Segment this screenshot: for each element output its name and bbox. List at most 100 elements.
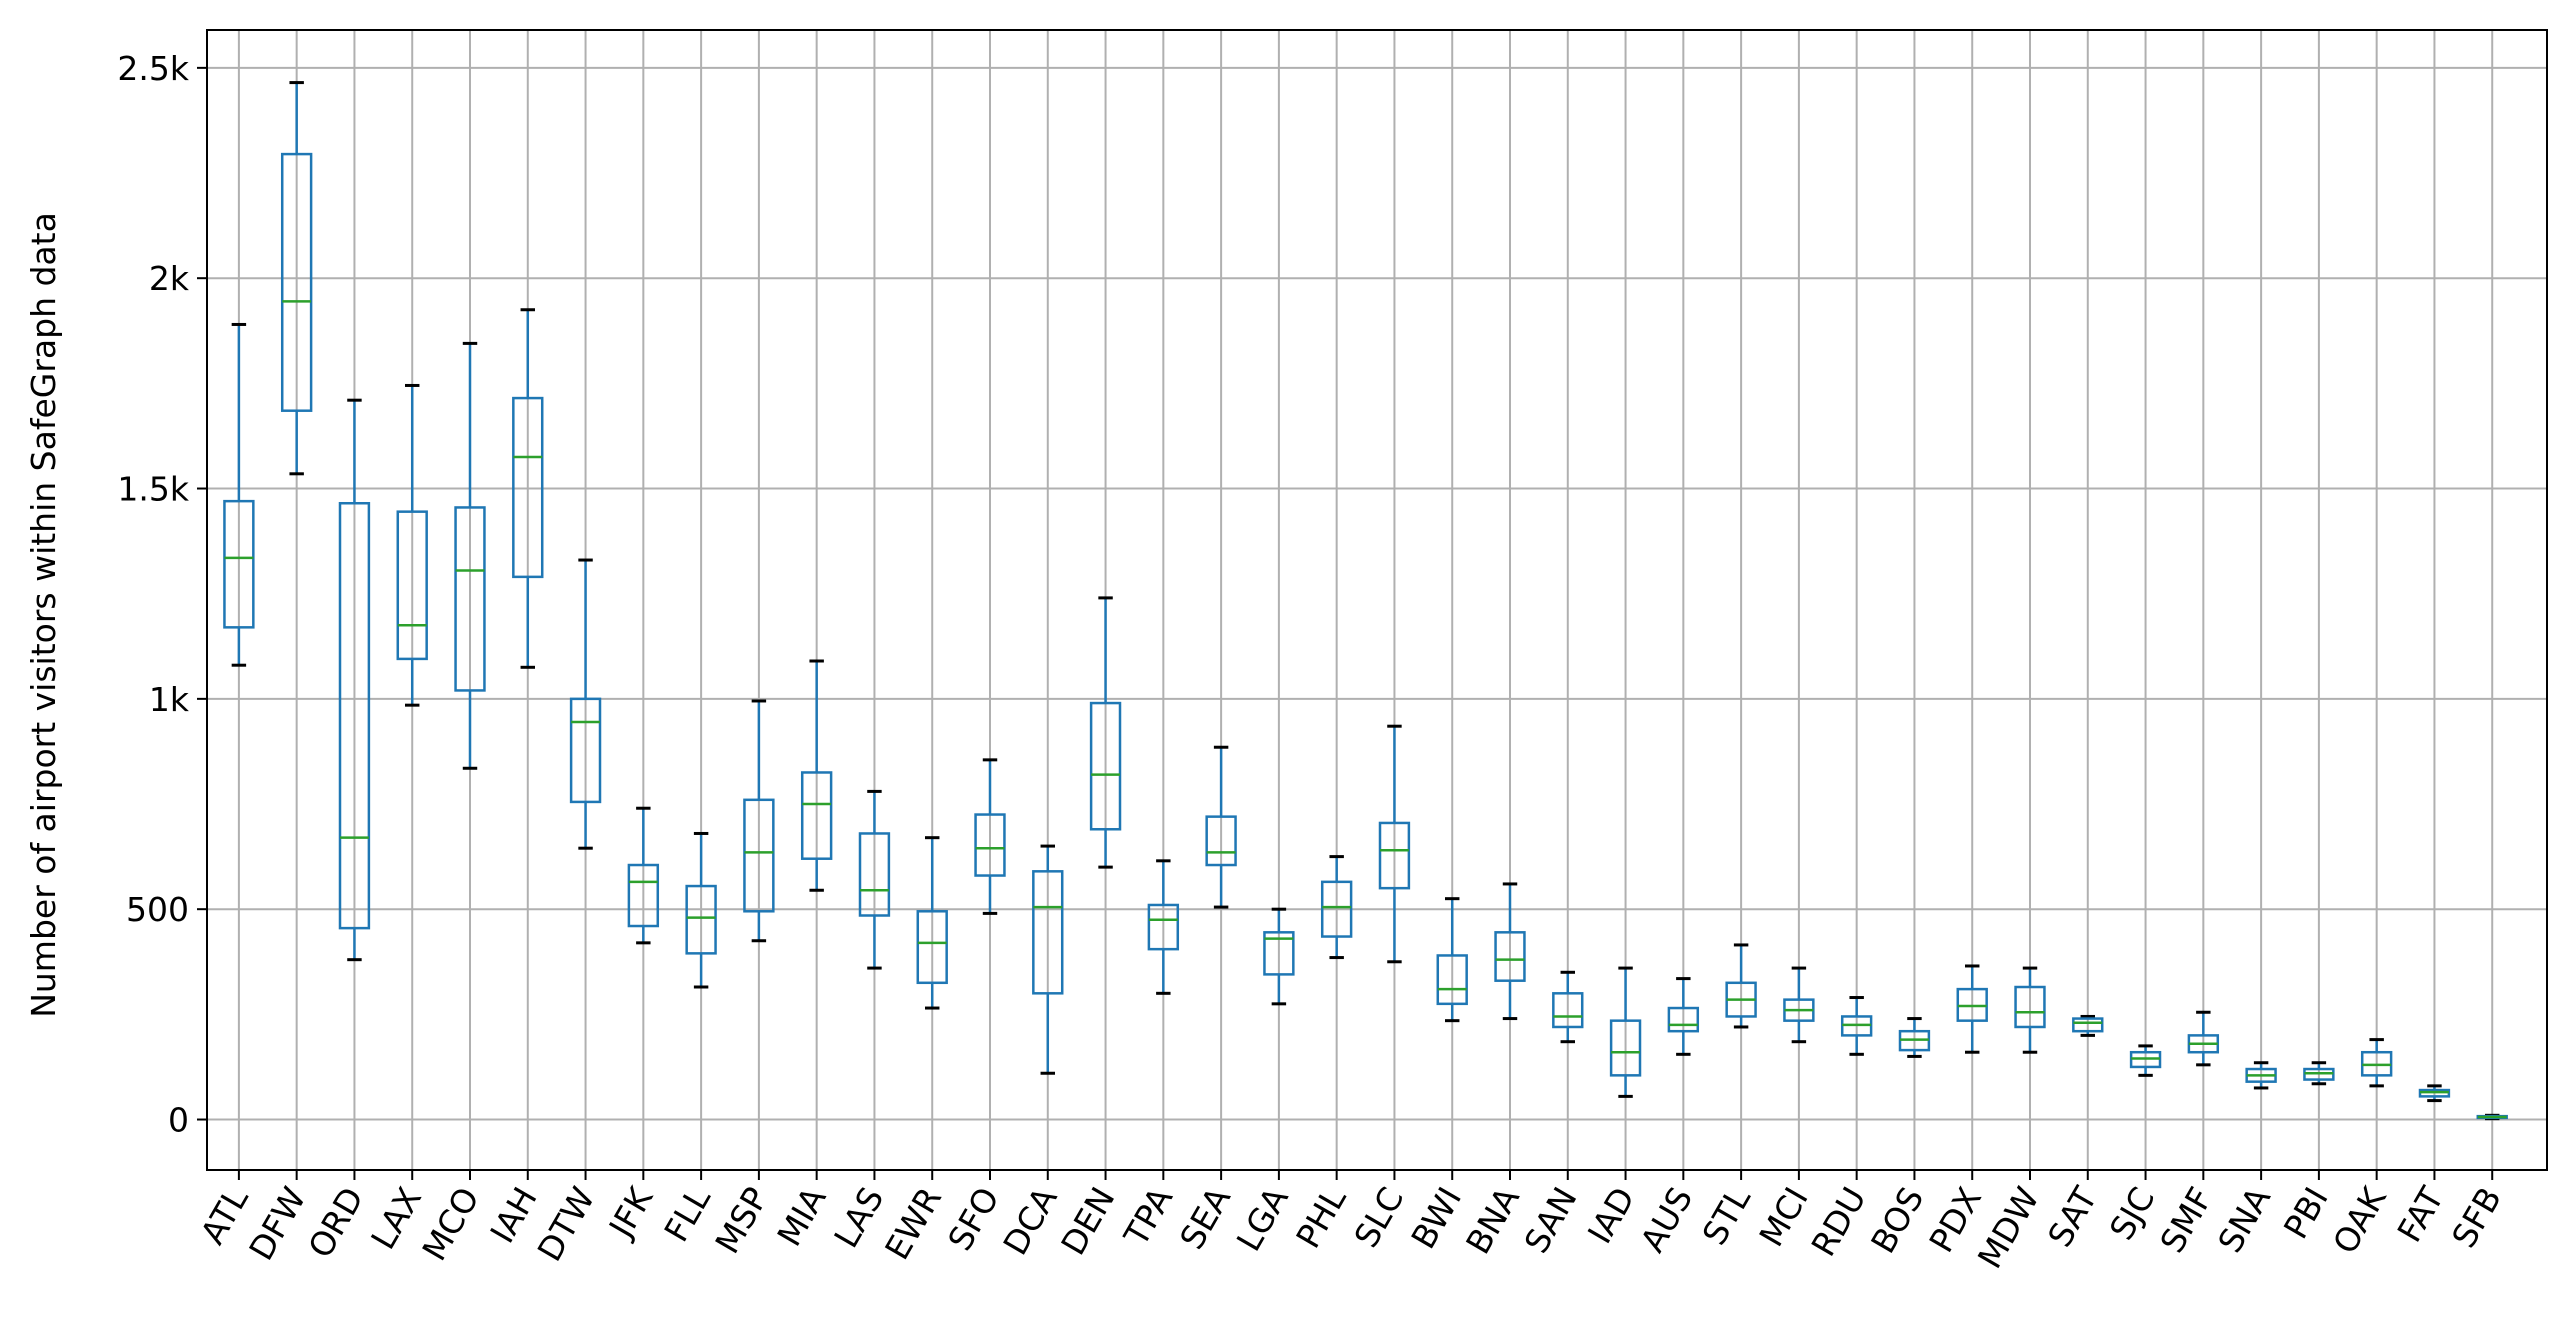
x-tick-label: RDU [1804, 1181, 1874, 1263]
x-tick-label: TPA [1116, 1180, 1181, 1253]
box-jfk [627, 806, 660, 945]
x-tick-label: SLC [1346, 1181, 1411, 1255]
x-tick-label: MDW [1970, 1181, 2047, 1275]
box-iqr [1205, 815, 1237, 867]
box-iqr [1263, 931, 1295, 976]
box-stl [1725, 943, 1757, 1029]
box-iqr [1089, 701, 1122, 831]
y-tick-label: 1.5k [117, 470, 189, 509]
x-tick-label: SMF [2152, 1181, 2220, 1260]
box-iqr [2072, 1017, 2104, 1033]
box-iqr [974, 813, 1006, 877]
box-iqr [1609, 1019, 1642, 1077]
x-tick-label: EWR [877, 1181, 949, 1267]
y-tick-label: 0 [168, 1101, 189, 1140]
box-slc [1378, 724, 1411, 964]
axis-layer: 05001k1.5k2k2.5kATLDFWORDLAXMCOIAHDTWJFK… [117, 49, 2509, 1275]
x-tick-label: SEA [1172, 1180, 1238, 1256]
box-sat [2072, 1014, 2104, 1037]
x-tick-label: MIA [769, 1180, 833, 1253]
x-tick-label: OAK [2325, 1179, 2394, 1260]
y-axis-title: Number of airport visitors within SafeGr… [24, 212, 63, 1018]
box-san [1552, 970, 1584, 1044]
box-phl [1320, 855, 1353, 960]
x-tick-label: ORD [300, 1181, 371, 1265]
x-tick-label: STL [1695, 1180, 1759, 1252]
box-iqr [280, 152, 313, 412]
box-rdu [1840, 996, 1873, 1056]
box-iqr [800, 771, 833, 860]
y-tick-label: 1k [149, 680, 190, 719]
box-den [1089, 596, 1122, 869]
box-iqr [1552, 992, 1584, 1029]
box-tpa [1147, 859, 1180, 995]
box-iqr [916, 910, 948, 985]
x-tick-label: SAT [2040, 1180, 2105, 1254]
box-iqr [627, 863, 660, 928]
box-iqr [338, 501, 371, 930]
box-sjc [2129, 1044, 2162, 1077]
box-iqr [396, 510, 428, 661]
x-tick-label: SAN [1517, 1181, 1585, 1260]
grid-layer [207, 30, 2547, 1170]
x-tick-label: BWI [1403, 1181, 1469, 1256]
box-iqr [223, 499, 255, 629]
box-iqr [1494, 931, 1526, 982]
box-mco [454, 341, 486, 770]
box-iqr [1032, 870, 1064, 995]
x-tick-label: FAT [2390, 1180, 2452, 1249]
box-iad [1609, 966, 1642, 1098]
box-sea [1205, 745, 1237, 909]
x-tick-label: MSP [707, 1181, 775, 1261]
x-tick-label: BNA [1458, 1180, 1527, 1260]
box-lax [396, 383, 428, 707]
box-mia [800, 659, 833, 892]
x-tick-label: LGA [1229, 1180, 1296, 1257]
x-tick-label: DCA [995, 1180, 1065, 1261]
x-tick-label: PBI [2276, 1181, 2336, 1246]
x-tick-label: AUS [1633, 1181, 1701, 1259]
box-iqr [569, 697, 602, 804]
box-smf [2187, 1010, 2220, 1067]
box-iqr [858, 832, 891, 917]
x-tick-label: MCO [414, 1181, 487, 1268]
box-dca [1032, 844, 1064, 1075]
x-tick-label: DEN [1053, 1181, 1122, 1262]
box-ord [338, 398, 371, 962]
box-iqr [1436, 954, 1468, 1006]
box-mci [1783, 966, 1815, 1044]
plot-frame [206, 29, 2548, 1171]
y-tick-label: 500 [126, 890, 189, 929]
x-tick-label: DTW [530, 1181, 603, 1268]
x-tick-label: PHL [1288, 1180, 1354, 1255]
box-sfo [974, 758, 1006, 915]
box-iqr [685, 884, 717, 955]
x-tick-label: BOS [1863, 1181, 1931, 1260]
box-bwi [1436, 897, 1468, 1023]
box-iqr [1147, 903, 1180, 951]
y-tick-label: 2k [149, 259, 190, 298]
box-iqr [743, 798, 775, 913]
box-iqr [1378, 821, 1411, 890]
box-iqr [512, 396, 544, 579]
box-pbi [2303, 1061, 2335, 1086]
box-iqr [454, 506, 486, 692]
x-tick-label: JFK [600, 1179, 661, 1245]
x-tick-label: DFW [241, 1181, 313, 1267]
box-mdw [2014, 966, 2046, 1054]
box-atl [223, 322, 255, 667]
box-sfb [2476, 1113, 2508, 1121]
box-layer [223, 81, 2508, 1121]
box-iah [512, 308, 544, 669]
box-dfw [280, 81, 313, 476]
box-dtw [569, 558, 602, 850]
box-aus [1667, 977, 1700, 1056]
box-iqr [1320, 880, 1353, 938]
x-tick-label: SNA [2210, 1180, 2278, 1259]
box-las [858, 789, 891, 970]
box-sna [2245, 1061, 2277, 1090]
box-lga [1263, 907, 1295, 1006]
box-ewr [916, 836, 948, 1010]
